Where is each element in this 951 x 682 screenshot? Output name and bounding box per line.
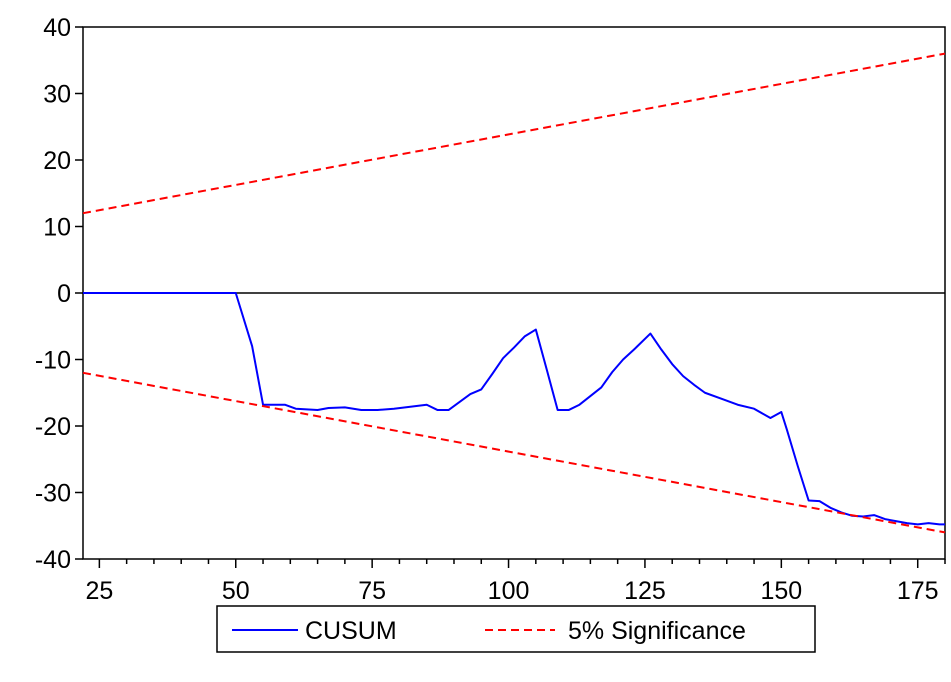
- significance-line-lower: [82, 371, 946, 534]
- cusum-line: [83, 292, 945, 526]
- y-tick-label: 0: [57, 280, 71, 308]
- y-tick-label: 20: [43, 147, 71, 175]
- y-tick-label: -30: [35, 480, 71, 508]
- x-axis: 25 50 75 100 125 150 175: [85, 559, 946, 605]
- y-tick-label: 40: [43, 14, 71, 42]
- y-tick-label: -20: [35, 413, 71, 441]
- x-tick-label: 100: [488, 577, 530, 605]
- x-tick-label: 150: [760, 577, 802, 605]
- x-tick-label: 25: [85, 577, 113, 605]
- legend-cusum-label: CUSUM: [305, 617, 397, 645]
- x-tick-label: 75: [358, 577, 386, 605]
- y-axis: 40 30 20 10 0 -10 -20 -30 -40: [35, 14, 83, 574]
- significance-line-upper: [82, 52, 946, 215]
- legend: CUSUM 5% Significance: [216, 605, 816, 653]
- x-tick-label: 50: [222, 577, 250, 605]
- y-tick-label: -10: [35, 347, 71, 375]
- y-tick-label: -40: [35, 546, 71, 574]
- y-tick-label: 10: [43, 214, 71, 242]
- y-tick-label: 30: [43, 81, 71, 109]
- legend-significance-label: 5% Significance: [568, 617, 746, 645]
- series-layer: [82, 52, 946, 534]
- x-tick-label: 175: [897, 577, 939, 605]
- x-tick-label: 125: [624, 577, 666, 605]
